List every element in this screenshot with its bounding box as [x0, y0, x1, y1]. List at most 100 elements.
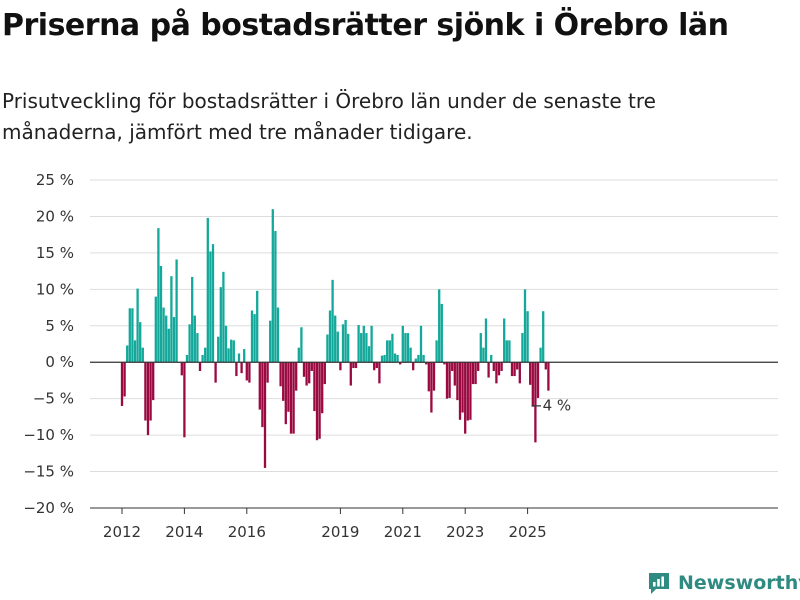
bar — [440, 303, 443, 363]
bar — [133, 340, 137, 363]
y-tick-label: 15 % — [36, 244, 74, 262]
bar — [482, 347, 485, 363]
bar — [360, 333, 363, 363]
newsworthy-logo: Newsworthy — [646, 568, 800, 598]
bar — [521, 333, 524, 363]
bar — [451, 362, 454, 371]
bar — [211, 244, 215, 363]
bar — [430, 362, 433, 413]
bar — [370, 325, 373, 363]
bar — [487, 362, 490, 378]
chart-subtitle: Prisutveckling för bostadsrätter i Örebr… — [2, 89, 656, 144]
bar — [490, 354, 493, 363]
bar — [469, 362, 472, 420]
x-tick-label: 2023 — [446, 523, 484, 541]
y-tick-label: 5 % — [45, 317, 74, 335]
bar — [388, 340, 391, 363]
bar — [144, 362, 147, 421]
bar — [248, 362, 251, 383]
bar — [149, 362, 152, 421]
bar — [380, 355, 384, 363]
bar — [209, 251, 212, 363]
bar — [399, 362, 402, 365]
bar — [492, 362, 495, 371]
bar — [245, 362, 248, 381]
bar — [396, 354, 399, 363]
bar — [282, 362, 285, 401]
bar — [188, 324, 191, 363]
bar — [256, 290, 259, 363]
bar — [503, 318, 506, 363]
brand-name: Newsworthy — [678, 572, 800, 594]
bar — [237, 353, 241, 363]
bar — [401, 325, 404, 363]
bar — [219, 287, 222, 363]
bar — [378, 362, 381, 384]
bar — [443, 362, 446, 365]
bar — [534, 362, 537, 443]
bar — [191, 276, 194, 363]
bar — [422, 354, 425, 363]
y-tick-label: −20 % — [23, 499, 74, 517]
bar — [120, 362, 124, 406]
bar — [414, 358, 417, 363]
bar — [180, 362, 183, 376]
bar — [276, 307, 280, 363]
bar — [196, 333, 199, 363]
newsworthy-logo-icon — [649, 573, 669, 594]
bar — [391, 333, 394, 363]
bar — [477, 362, 480, 371]
bar — [162, 307, 165, 363]
bar — [172, 317, 176, 363]
bar — [406, 333, 410, 363]
bar — [471, 362, 475, 385]
bar — [227, 348, 230, 363]
bar — [516, 362, 519, 370]
bar — [425, 362, 428, 365]
bar — [287, 362, 290, 412]
bar — [349, 362, 352, 386]
bar — [529, 362, 532, 385]
bar — [305, 362, 308, 386]
bar — [518, 362, 521, 384]
bar — [445, 362, 449, 399]
bar — [458, 362, 462, 420]
bar — [344, 319, 347, 363]
y-tick-label: −15 % — [23, 463, 74, 481]
bar — [383, 354, 386, 363]
bars — [120, 209, 550, 468]
bar — [300, 327, 303, 363]
bar — [318, 362, 321, 439]
bar — [347, 333, 350, 363]
y-tick-label: 0 % — [45, 353, 74, 371]
bar — [427, 362, 430, 392]
bar — [328, 310, 332, 363]
annotation: −4 % — [530, 396, 571, 414]
bar — [271, 209, 274, 363]
bar — [365, 333, 368, 363]
chart-title: Priserna på bostadsrätter sjönk i Örebro… — [2, 8, 729, 43]
bar — [139, 322, 142, 363]
bar — [232, 340, 235, 363]
bar — [128, 308, 131, 363]
bar — [269, 320, 272, 363]
bar — [284, 362, 287, 425]
bar — [154, 296, 157, 363]
bar — [531, 362, 534, 407]
bar — [315, 362, 319, 441]
last-value-label: −4 % — [530, 396, 571, 414]
bar — [417, 354, 420, 363]
bar — [183, 362, 186, 438]
bar — [461, 362, 464, 413]
bar — [373, 362, 376, 371]
bar — [539, 347, 542, 363]
bar — [500, 362, 503, 371]
bar — [484, 318, 488, 363]
bar — [165, 315, 168, 363]
x-tick-label: 2019 — [321, 523, 359, 541]
y-axis-tick-labels: 25 % 20 % 15 % 10 % 5 % 0 % −5 % −10 % −15 % −20 … — [23, 171, 74, 517]
bar — [279, 362, 282, 387]
bar — [292, 362, 295, 434]
y-tick-label: 10 % — [36, 280, 74, 298]
bar — [526, 311, 529, 363]
